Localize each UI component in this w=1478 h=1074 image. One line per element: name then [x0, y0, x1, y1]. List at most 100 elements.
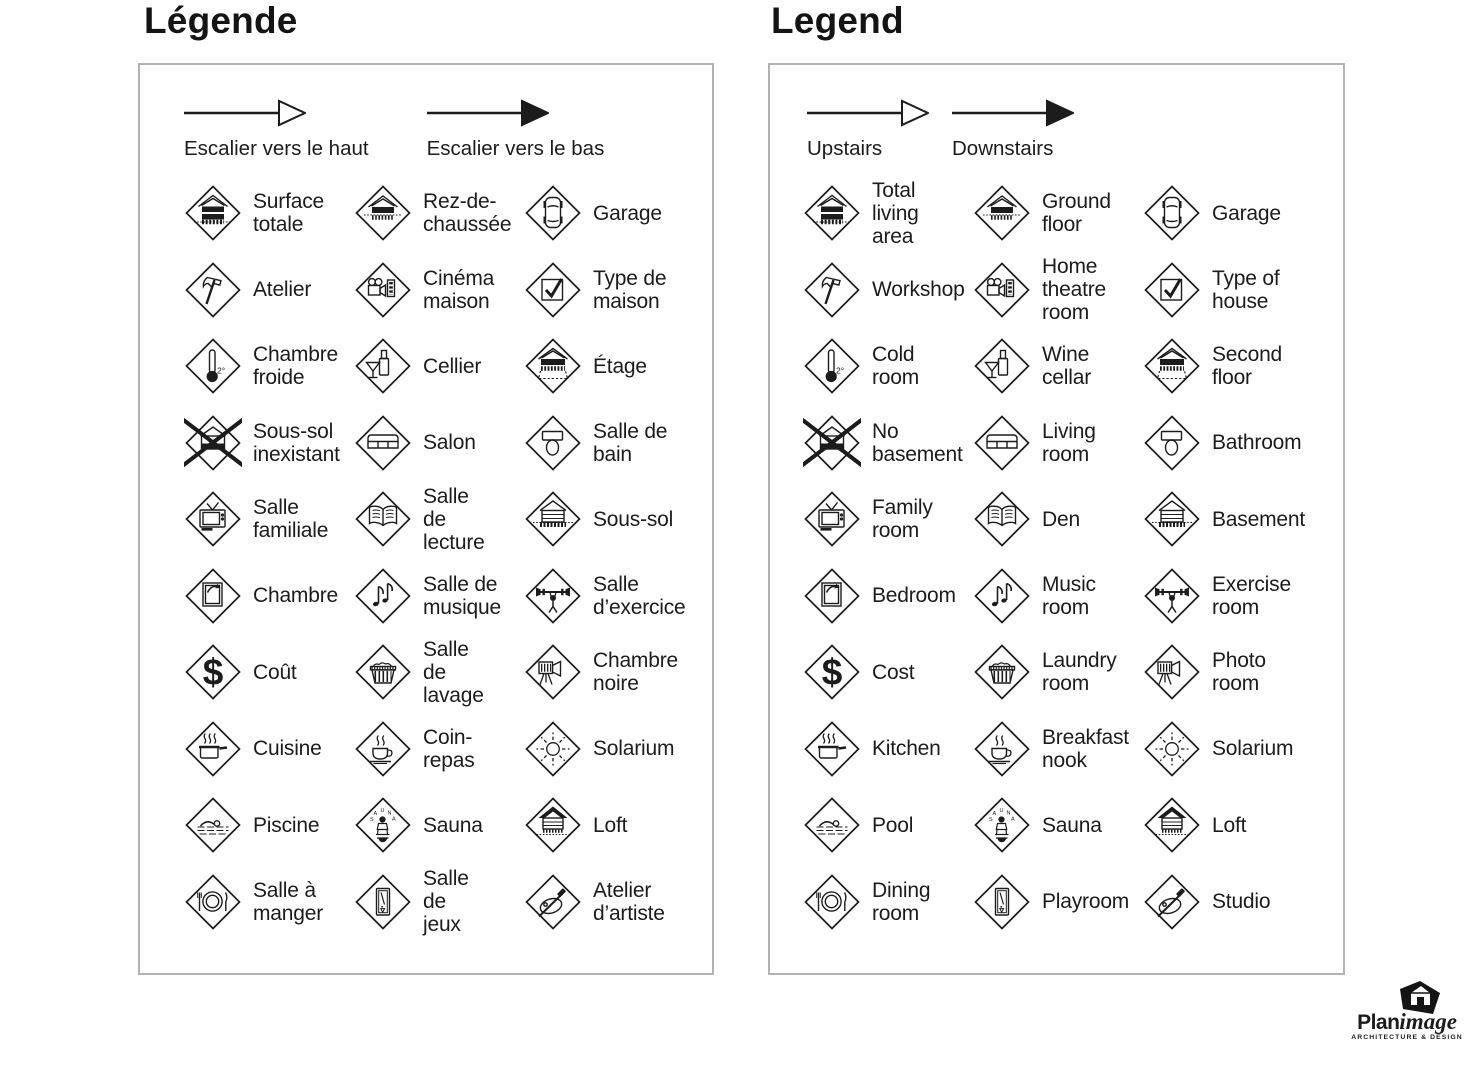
cooking-pot-icon — [804, 721, 860, 777]
legend-item: Home theatre room — [954, 252, 1124, 329]
legend-item: Salle de lavage — [324, 634, 494, 711]
legend-item: Étage — [494, 328, 712, 405]
legend-item: Solarium — [1124, 711, 1343, 788]
legend-item: Playroom — [954, 864, 1129, 941]
dollar-icon — [804, 644, 860, 700]
legend-item-label: Cellier — [423, 354, 482, 378]
stairs-arrows-row: Escalier vers le haut Escalier vers le b… — [140, 65, 712, 161]
music-notes-icon — [355, 568, 411, 624]
legend-item-label: Laundry room — [1042, 649, 1117, 696]
open-book-icon — [974, 491, 1030, 547]
legend-item: Sauna — [324, 787, 494, 864]
wine-icon — [355, 338, 411, 394]
legend-item-label: Second floor — [1212, 343, 1283, 390]
stairs-up-legend: Upstairs — [807, 98, 929, 161]
sauna-icon — [355, 797, 411, 853]
legend-item: Chambre noire — [494, 634, 712, 711]
stairs-down-legend: Escalier vers le bas — [426, 98, 604, 161]
legend-item-label: Salon — [423, 431, 476, 455]
legend-items-grid: Surface totale Rez-de- chaussée Garage Atel… — [140, 175, 712, 940]
page-title-french: Légende — [144, 0, 298, 41]
legend-item: Basement — [1124, 481, 1343, 558]
second-floor-house-icon — [525, 338, 581, 394]
window-icon — [185, 568, 241, 624]
legend-item: Surface totale — [154, 175, 324, 252]
stairs-down-label: Downstairs — [952, 137, 1054, 160]
legend-item-label: Sous-sol inexistant — [253, 419, 340, 466]
legend-item: Type de maison — [494, 252, 712, 329]
legend-item-label: Basement — [1212, 507, 1305, 531]
legend-item-label: Bedroom — [872, 584, 956, 608]
legend-item-label: Studio — [1212, 890, 1271, 914]
legend-item-label: Rez-de- chaussée — [423, 190, 512, 237]
legend-item-label: Music room — [1042, 572, 1096, 619]
legend-item-label: Salle d’exercice — [593, 572, 686, 619]
legend-item-label: Cuisine — [253, 737, 322, 761]
legend-item-label: Photo room — [1212, 649, 1266, 696]
coffee-cup-icon — [355, 721, 411, 777]
weightlifter-icon — [525, 568, 581, 624]
legend-item-label: Type de maison — [593, 266, 667, 313]
toilet-icon — [1144, 415, 1200, 471]
basement-house-icon — [525, 491, 581, 547]
legend-item: Type of house — [1124, 252, 1343, 329]
planimage-logo-wordmark: Planimage — [1357, 1010, 1457, 1033]
legend-item: Second floor — [1124, 328, 1343, 405]
logo-brand-bold: Plan — [1357, 1011, 1400, 1034]
stairs-down-arrow-icon — [426, 99, 549, 127]
legend-item: Den — [954, 481, 1124, 558]
stairs-up-arrow-icon — [807, 99, 929, 127]
legend-item-label: Salle de lavage — [423, 637, 484, 707]
camera-tripod-icon — [525, 644, 581, 700]
legend-item-label: Cinéma maison — [423, 266, 495, 313]
pool-table-icon — [355, 874, 411, 930]
legend-item-label: Wine cellar — [1042, 343, 1091, 390]
sun-icon — [525, 721, 581, 777]
legend-item: Salle de musique — [324, 558, 501, 635]
hammer-icon — [804, 262, 860, 318]
legend-item-label: Pool — [872, 813, 914, 837]
legend-item-label: Coût — [253, 660, 297, 684]
projector-icon — [355, 262, 411, 318]
legend-item-label: Atelier — [253, 278, 312, 302]
legend-item-label: Den — [1042, 507, 1080, 531]
legend-item-label: Dining room — [872, 878, 931, 925]
legend-item-label: Ground floor — [1042, 190, 1111, 237]
legend-item: Studio — [1124, 864, 1343, 941]
legend-item-label: Salle de jeux — [423, 867, 469, 937]
planimage-logo: Planimage ARCHITECTURE & DESIGN — [1336, 981, 1478, 1041]
legend-item: Solarium — [494, 711, 712, 788]
legend-item: Sous-sol inexistant — [154, 405, 340, 482]
coffee-cup-icon — [974, 721, 1030, 777]
legend-item-label: Garage — [593, 201, 662, 225]
open-book-icon — [355, 491, 411, 547]
stairs-up-legend: Escalier vers le haut — [184, 98, 369, 161]
car-icon — [1144, 185, 1200, 241]
legend-item-label: Type of house — [1212, 266, 1280, 313]
stairs-down-legend: Downstairs — [952, 98, 1074, 161]
legend-item: Loft — [1124, 787, 1343, 864]
legend-item: Salle de bain — [494, 405, 712, 482]
stairs-up-label: Upstairs — [807, 137, 883, 160]
legend-panel-english: Upstairs Downstairs Total living area Gro… — [768, 63, 1345, 975]
stairs-arrows-row: Upstairs Downstairs — [770, 65, 1343, 161]
second-floor-house-icon — [1144, 338, 1200, 394]
legend-item: Cost — [784, 634, 954, 711]
legend-item-label: Sauna — [423, 813, 483, 837]
legend-item: Coin- repas — [324, 711, 494, 788]
legend-item-label: Solarium — [593, 737, 675, 761]
legend-item-label: Playroom — [1042, 890, 1130, 914]
ground-floor-house-icon — [974, 185, 1030, 241]
no-basement-icon — [184, 415, 242, 471]
hammer-icon — [185, 262, 241, 318]
legend-item: Garage — [494, 175, 712, 252]
legend-item-label: Family room — [872, 496, 933, 543]
legend-item-label: Garage — [1212, 201, 1281, 225]
legend-item: Chambre froide — [154, 328, 338, 405]
legend-item: Breakfast nook — [954, 711, 1129, 788]
sauna-icon — [974, 797, 1030, 853]
legend-item-label: Chambre froide — [253, 343, 338, 390]
stairs-up-arrow-icon — [184, 99, 306, 127]
thermometer-icon — [185, 338, 241, 394]
legend-item-label: Kitchen — [872, 737, 941, 761]
